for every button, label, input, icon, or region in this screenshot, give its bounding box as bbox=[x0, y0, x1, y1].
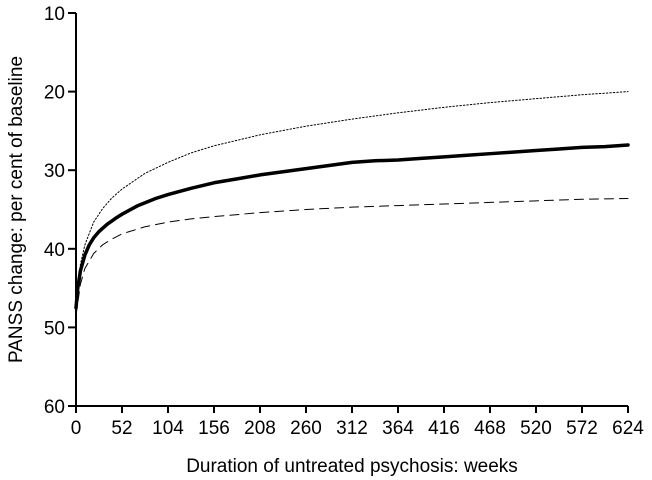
x-tick-label: 572 bbox=[566, 418, 598, 439]
x-tick-label: 0 bbox=[71, 418, 82, 439]
x-axis-ticks: 0 52 104 156 208 260 312 364 416 468 520 572 624 bbox=[71, 406, 644, 439]
x-tick-label: 260 bbox=[290, 418, 322, 439]
lower-bound-line bbox=[75, 198, 629, 317]
x-tick-label: 416 bbox=[428, 418, 460, 439]
x-tick-label: 104 bbox=[152, 418, 184, 439]
y-tick-label: 60 bbox=[44, 397, 65, 418]
y-axis-ticks: 10 20 30 40 50 60 bbox=[44, 4, 76, 418]
y-tick-label: 20 bbox=[44, 83, 65, 104]
y-tick-label: 40 bbox=[44, 240, 65, 261]
plot-lines bbox=[74, 91, 630, 317]
estimate-line bbox=[74, 143, 630, 310]
x-tick-label: 208 bbox=[244, 418, 276, 439]
x-tick-label: 468 bbox=[474, 418, 506, 439]
x-tick-label: 52 bbox=[111, 418, 132, 439]
x-tick-label: 364 bbox=[382, 418, 414, 439]
y-axis-title: PANSS change: per cent of baseline bbox=[6, 56, 27, 363]
axes bbox=[75, 13, 628, 407]
x-tick-label: 624 bbox=[612, 418, 644, 439]
y-tick-label: 30 bbox=[44, 161, 65, 182]
x-tick-label: 156 bbox=[198, 418, 230, 439]
x-axis-title: Duration of untreated psychosis: weeks bbox=[186, 456, 518, 477]
x-tick-label: 312 bbox=[336, 418, 368, 439]
x-tick-label: 520 bbox=[520, 418, 552, 439]
y-tick-label: 10 bbox=[44, 4, 65, 25]
y-tick-label: 50 bbox=[44, 318, 65, 339]
upper-bound-line bbox=[75, 91, 629, 305]
